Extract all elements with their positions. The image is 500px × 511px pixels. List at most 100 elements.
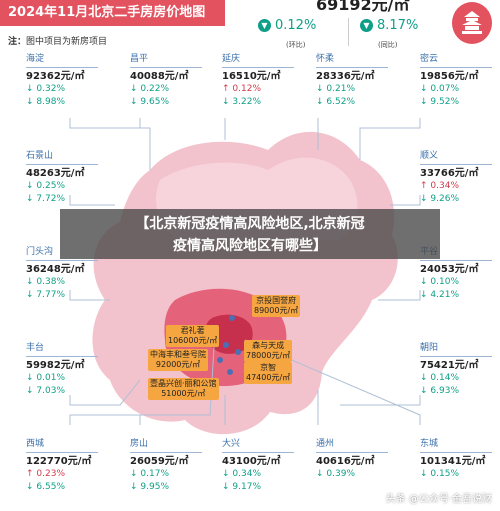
- district-name: 房山: [130, 438, 202, 453]
- district-price: 75421元/㎡: [420, 360, 479, 371]
- district-price: 59982元/㎡: [26, 360, 85, 371]
- district-name: 东城: [420, 438, 492, 453]
- project-callout: 中海丰和叁号院 92000元/㎡: [148, 349, 208, 371]
- mom-change: ▼ 0.12%: [258, 18, 316, 33]
- district-label: 顺义 33766元/㎡ ↑ 0.34% ↓ 9.26%: [420, 150, 492, 206]
- district-label: 门头沟 36248元/㎡ ↓ 0.38% ↓ 7.77%: [26, 246, 98, 302]
- district-label: 东城 101341元/㎡ ↓ 0.15%: [420, 438, 492, 481]
- district-label: 怀柔 28336元/㎡ ↓ 0.21% ↓ 6.52%: [316, 53, 388, 109]
- district-label: 朝阳 75421元/㎡ ↓ 0.14% ↓ 6.93%: [420, 342, 492, 398]
- banner-line-2: 疫情高风险地区有哪些】: [173, 238, 327, 254]
- district-name: 石景山: [26, 150, 98, 165]
- district-mom-change: ↓ 0.15%: [420, 469, 459, 479]
- summary-divider: [348, 18, 349, 46]
- project-callout: 京智 47400元/㎡: [244, 362, 293, 384]
- district-label: 石景山 48263元/㎡ ↓ 0.25% ↓ 7.72%: [26, 150, 98, 206]
- up-arrow-icon: ↑: [420, 181, 431, 191]
- district-name: 延庆: [222, 53, 294, 68]
- district-label: 延庆 16510元/㎡ ↑ 0.12% ↓ 3.22%: [222, 53, 294, 109]
- district-mom-change: ↓ 0.25%: [26, 181, 65, 191]
- district-label: 西城 122770元/㎡ ↑ 0.23% ↓ 6.55%: [26, 438, 98, 494]
- down-arrow-icon: ↓: [130, 482, 141, 492]
- banner-line-1: 【北京新冠疫情高风险地区,北京新冠: [135, 216, 365, 232]
- down-arrow-icon: ↓: [222, 469, 233, 479]
- down-arrow-icon: ↓: [26, 84, 37, 94]
- district-name: 顺义: [420, 150, 492, 165]
- down-arrow-icon: ↓: [26, 373, 37, 383]
- up-arrow-icon: ↑: [222, 84, 233, 94]
- district-name: 海淀: [26, 53, 98, 68]
- district-price: 48263元/㎡: [26, 168, 85, 179]
- down-arrow-icon: ▼: [258, 19, 271, 32]
- down-arrow-icon: ↓: [420, 469, 431, 479]
- down-arrow-icon: ↓: [26, 97, 37, 107]
- down-arrow-icon: ↓: [316, 84, 327, 94]
- district-price: 36248元/㎡: [26, 264, 85, 275]
- district-yoy-change: ↓ 3.22%: [222, 97, 261, 107]
- district-yoy-change: ↓ 9.26%: [420, 194, 459, 204]
- district-price: 92362元/㎡: [26, 71, 85, 82]
- down-arrow-icon: ↓: [420, 97, 431, 107]
- district-yoy-change: ↓ 9.95%: [130, 482, 169, 492]
- district-name: 通州: [316, 438, 388, 453]
- district-yoy-change: ↓ 8.98%: [26, 97, 65, 107]
- district-label: 昌平 40088元/㎡ ↓ 0.22% ↓ 9.65%: [130, 53, 202, 109]
- map-title: 2024年11月北京二手房房价地图: [0, 0, 225, 26]
- district-label: 大兴 43100元/㎡ ↓ 0.34% ↓ 9.17%: [222, 438, 294, 494]
- district-name: 门头沟: [26, 246, 98, 261]
- district-mom-change: ↓ 0.07%: [420, 84, 459, 94]
- down-arrow-icon: ↓: [26, 290, 37, 300]
- district-yoy-change: ↓ 7.77%: [26, 290, 65, 300]
- district-name: 大兴: [222, 438, 294, 453]
- district-yoy-change: ↓ 7.72%: [26, 194, 65, 204]
- district-name: 丰台: [26, 342, 98, 357]
- down-arrow-icon: ↓: [420, 84, 431, 94]
- yoy-label: (同比): [378, 41, 398, 49]
- leader-lines: [69, 118, 421, 425]
- article-title-banner[interactable]: 【北京新冠疫情高风险地区,北京新冠 疫情高风险地区有哪些】: [60, 209, 440, 259]
- project-callout: 京投国誉府 89000元/㎡: [252, 295, 301, 317]
- district-name: 密云: [420, 53, 492, 68]
- district-label: 丰台 59982元/㎡ ↓ 0.01% ↓ 7.03%: [26, 342, 98, 398]
- district-mom-change: ↓ 0.17%: [130, 469, 169, 479]
- project-callout: 壹晶兴创·丽和公馆 51000元/㎡: [148, 378, 219, 400]
- down-arrow-icon: ↓: [26, 386, 37, 396]
- district-yoy-change: ↓ 4.21%: [420, 290, 459, 300]
- district-price: 122770元/㎡: [26, 456, 92, 467]
- down-arrow-icon: ↓: [222, 482, 233, 492]
- district-label: 通州 40616元/㎡ ↓ 0.39%: [316, 438, 388, 481]
- district-price: 26059元/㎡: [130, 456, 189, 467]
- district-yoy-change: ↓ 6.52%: [316, 97, 355, 107]
- city-summary: 69192元/㎡ ▼ 0.12% (环比) ▼ 8.17% (同比): [250, 0, 446, 55]
- district-mom-change: ↓ 0.14%: [420, 373, 459, 383]
- district-yoy-change: ↓ 6.55%: [26, 482, 65, 492]
- district-price: 28336元/㎡: [316, 71, 375, 82]
- project-callout: 森与天成 78000元/㎡: [244, 340, 293, 362]
- district-mom-change: ↓ 0.32%: [26, 84, 65, 94]
- district-price: 16510元/㎡: [222, 71, 281, 82]
- district-yoy-change: ↓ 7.03%: [26, 386, 65, 396]
- down-arrow-icon: ↓: [26, 482, 37, 492]
- district-mom-change: ↓ 0.34%: [222, 469, 261, 479]
- district-mom-change: ↓ 0.22%: [130, 84, 169, 94]
- district-price: 24053元/㎡: [420, 264, 479, 275]
- project-callout: 君礼著 106000元/㎡: [166, 325, 220, 347]
- district-mom-change: ↑ 0.12%: [222, 84, 261, 94]
- note-label: 注：: [8, 37, 27, 47]
- down-arrow-icon: ↓: [420, 373, 431, 383]
- district-mom-change: ↓ 0.39%: [316, 469, 355, 479]
- down-arrow-icon: ↓: [130, 97, 141, 107]
- district-yoy-change: ↓ 9.52%: [420, 97, 459, 107]
- district-price: 101341元/㎡: [420, 456, 486, 467]
- down-arrow-icon: ↓: [420, 386, 431, 396]
- district-mom-change: ↓ 0.38%: [26, 277, 65, 287]
- down-arrow-icon: ↓: [26, 277, 37, 287]
- district-mom-change: ↓ 0.10%: [420, 277, 459, 287]
- down-arrow-icon: ↓: [222, 97, 233, 107]
- down-arrow-icon: ↓: [420, 290, 431, 300]
- down-arrow-icon: ↓: [130, 84, 141, 94]
- down-arrow-icon: ↓: [316, 97, 327, 107]
- mom-label: (环比): [286, 41, 306, 49]
- district-name: 昌平: [130, 53, 202, 68]
